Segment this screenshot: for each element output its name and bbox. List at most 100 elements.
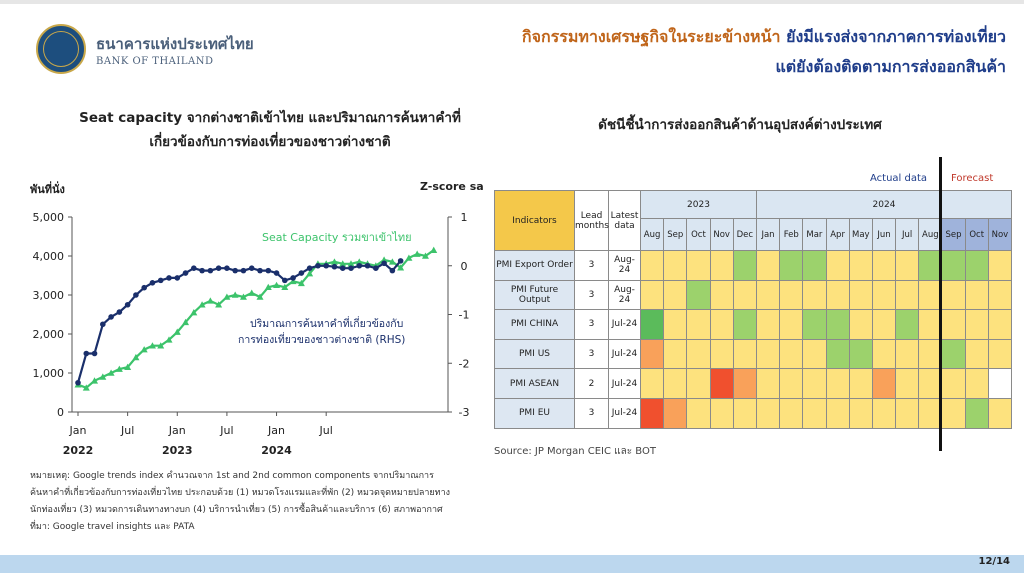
heatmap-cell (802, 397, 827, 429)
lead-months-value: 3 (574, 279, 609, 311)
heatmap-cell (848, 309, 873, 340)
footer-bar: 12/14 (0, 555, 1024, 573)
seat-capacity-point (223, 293, 231, 300)
headline-part1: กิจกรรมทางเศรษฐกิจในระยะข้างหน้า (521, 27, 781, 46)
heatmap-header-row: Indicators Lead months Latest data 2023 2024 (494, 190, 1013, 251)
seat-capacity-point (397, 264, 405, 271)
search-volume-point (397, 258, 404, 264)
heatmap-cell (987, 368, 1013, 399)
month-header: May (848, 218, 873, 251)
header-year-2023: 2023 (640, 190, 757, 219)
seat-capacity-point (239, 293, 247, 300)
latest-data-value: Aug-24 (608, 279, 641, 311)
x-tick-label: Jul (120, 424, 134, 437)
seat-capacity-point (339, 260, 347, 267)
search-volume-point (133, 292, 139, 298)
right-tick-label: -3 (459, 406, 470, 419)
x-year-label: 2022 (63, 444, 94, 457)
heatmap-cell (964, 397, 989, 429)
heatmap-cell (895, 279, 920, 311)
headline-line2: แต่ยังต้องติดตามการส่งออกสินค้า (775, 57, 1006, 76)
seat-capacity-point (264, 283, 272, 290)
month-header: Jul (895, 218, 920, 251)
heatmap-cell (918, 397, 943, 429)
seat-capacity-point (148, 342, 156, 349)
seat-capacity-point (124, 363, 132, 370)
search-volume-point (315, 262, 321, 269)
search-volume-point (273, 270, 280, 276)
heatmap-cell (639, 309, 665, 340)
heatmap-cell (895, 309, 920, 340)
seat-capacity-point (289, 277, 297, 285)
forecast-divider (939, 157, 942, 451)
heatmap-cell (964, 368, 989, 399)
heatmap-row: PMI Future Output 3 Aug-24 (494, 279, 1013, 311)
search-volume-point (339, 265, 346, 271)
x-tick-label: Jul (319, 424, 333, 437)
seat-capacity-point (248, 289, 256, 296)
heatmap-cell (941, 338, 966, 370)
indicator-name: PMI Future Output (494, 279, 575, 311)
heatmap-row: PMI CHINA 3 Jul-24 (494, 309, 1013, 340)
heatmap-cell (895, 397, 920, 429)
search-volume-point (141, 284, 147, 291)
heatmap-cell (663, 309, 688, 340)
search-volume-point (331, 263, 338, 270)
heatmap-cell (755, 368, 781, 399)
heatmap-month-row: Aug Sep Oct Nov Dec Jan Feb Mar Apr May Jun Jul Aug S… (495, 218, 1013, 251)
seat-capacity-point (198, 301, 206, 308)
heatmap-cell (848, 397, 873, 429)
heatmap-cell (732, 279, 757, 311)
heatmap-cell (639, 279, 665, 311)
search-volume-point (265, 267, 272, 274)
search-volume-point (174, 275, 181, 281)
search-volume-point (182, 270, 189, 276)
month-header: Sep (663, 218, 688, 251)
search-volume-point (199, 267, 205, 274)
search-volume-point (116, 309, 123, 315)
left-tick-label: 1,000 (33, 367, 65, 380)
heatmap-cell (871, 250, 897, 281)
seat-capacity-point (380, 256, 388, 263)
heatmap-cell (848, 279, 873, 311)
heatmap-cell (686, 368, 711, 399)
heatmap-cell (895, 338, 920, 370)
search-volume-point (257, 267, 263, 274)
heatmap-cell (825, 397, 850, 429)
seat-capacity-point (173, 328, 181, 335)
heatmap-cell (848, 250, 873, 281)
heatmap-cell (663, 250, 688, 281)
heatmap-cell (686, 338, 711, 370)
right-tick-label: 1 (461, 211, 468, 224)
seat-capacity-point (91, 377, 99, 384)
heatmap-cell (755, 250, 781, 281)
search-volume-point (91, 350, 98, 357)
search-volume-point (373, 265, 379, 271)
lead-months-value: 3 (574, 250, 609, 281)
x-tick-label: Jan (69, 424, 87, 437)
heatmap-cell (709, 338, 734, 370)
search-volume-point (207, 267, 214, 274)
headline-part2: ยังมีแรงส่งจากภาคการท่องเที่ยว (780, 27, 1006, 46)
heatmap-cell (686, 397, 711, 429)
x-tick-label: Jul (219, 424, 233, 437)
seat-capacity-annotation: Seat Capacity รวมขาเข้าไทย (262, 231, 412, 244)
search-annotation-line1: ปริมาณการค้นหาคำที่เกี่ยวข้องกับ (250, 316, 403, 330)
heatmap-cell (802, 250, 827, 281)
month-header: Dec (732, 218, 757, 251)
month-header: Oct (686, 218, 711, 251)
heatmap-cell (732, 397, 757, 429)
latest-data-value: Jul-24 (608, 397, 641, 429)
indicator-name: PMI CHINA (494, 309, 575, 340)
bank-seal-icon (36, 24, 86, 74)
heatmap-cell (964, 309, 989, 340)
lead-months-value: 3 (574, 397, 609, 429)
x-tick-label: Jan (168, 424, 186, 437)
heatmap-cell (686, 279, 711, 311)
heatmap-cell (941, 397, 966, 429)
heatmap-cell (779, 309, 804, 340)
x-tick-label: Jan (267, 424, 285, 437)
seat-capacity-point (157, 342, 165, 349)
heatmap-cell (639, 368, 665, 399)
right-tick-label: 0 (461, 260, 468, 273)
